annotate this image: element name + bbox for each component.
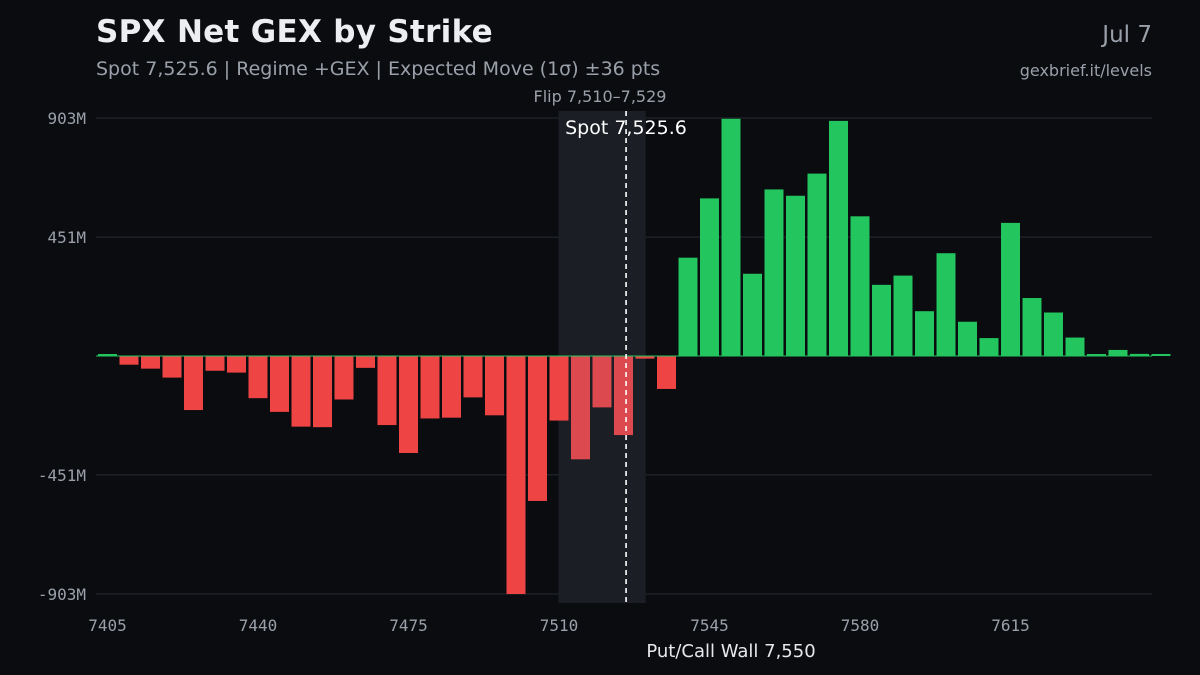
bar-strike-7500 [506, 356, 526, 594]
bar-strike-7560 [764, 189, 784, 356]
bar-strike-7605 [958, 321, 977, 356]
bar-strike-7640 [1108, 349, 1128, 356]
bar-strike-7415 [141, 356, 160, 369]
spot-label: Spot 7,525.6 [565, 117, 687, 139]
bar-strike-7475 [399, 356, 418, 453]
x-tick-label: 7405 [88, 616, 127, 635]
x-tick-label: 7545 [690, 616, 729, 635]
bar-strike-7485 [442, 356, 461, 418]
chart-title: SPX Net GEX by Strike [96, 14, 493, 50]
bar-strike-7525 [614, 356, 633, 436]
bar-strike-7570 [807, 173, 827, 356]
bar-strike-7445 [270, 356, 289, 412]
bar-strike-7540 [678, 257, 698, 356]
bar-strike-7420 [162, 356, 182, 378]
bar-strike-7545 [700, 198, 719, 356]
bar-strike-7575 [829, 120, 848, 356]
bar-strike-7625 [1044, 312, 1063, 356]
y-tick-label: -903M [38, 585, 86, 604]
x-tick-label: 7510 [540, 616, 579, 635]
bar-strike-7615 [1001, 222, 1020, 356]
bar-strike-7455 [313, 356, 332, 428]
bar-strike-7530 [635, 356, 655, 359]
bar-strike-7440 [248, 356, 268, 399]
x-tick-label: 7615 [991, 616, 1030, 635]
bar-strike-7585 [872, 284, 891, 356]
bar-strike-7405 [98, 354, 117, 356]
bar-strike-7580 [850, 216, 870, 356]
flip-label: Flip 7,510–7,529 [534, 87, 667, 106]
bar-strike-7410 [119, 356, 139, 365]
bar-strike-7510 [549, 356, 569, 421]
source-link[interactable]: gexbrief.it/levels [1019, 61, 1152, 80]
x-tick-label: 7440 [239, 616, 278, 635]
y-tick-label: 903M [47, 109, 86, 128]
y-tick-label: -451M [38, 466, 86, 485]
date-label: Jul 7 [1102, 22, 1152, 48]
bar-strike-7620 [1022, 298, 1042, 356]
bar-strike-7610 [979, 338, 999, 356]
x-axis-ticks: 7405 7440 7475 7510 7545 7580 7615 [88, 616, 1030, 635]
bar-strike-7590 [893, 275, 913, 356]
bar-strike-7435 [227, 356, 246, 373]
bar-strike-7645 [1130, 353, 1149, 356]
bar-strike-7480 [420, 356, 440, 419]
bar-strike-7425 [184, 356, 203, 411]
bar-strike-7495 [485, 356, 504, 416]
bar-strike-7550 [721, 118, 741, 356]
wall-label: Put/Call Wall 7,550 [646, 641, 815, 662]
bar-strike-7450 [291, 356, 311, 427]
bar-strike-7430 [205, 356, 225, 371]
bar-strike-7650 [1151, 354, 1171, 356]
bar-strike-7505 [528, 356, 547, 501]
chart-subtitle: Spot 7,525.6 | Regime +GEX | Expected Mo… [96, 58, 661, 80]
bar-strike-7515 [571, 356, 590, 460]
bar-strike-7460 [334, 356, 354, 400]
bar-strike-7630 [1065, 337, 1085, 356]
bar-strike-7565 [786, 195, 805, 356]
x-tick-label: 7580 [841, 616, 880, 635]
bar-strike-7520 [592, 356, 612, 408]
y-axis-ticks: 903M 451M -451M -903M [38, 109, 86, 604]
x-tick-label: 7475 [389, 616, 428, 635]
bar-strike-7555 [743, 273, 762, 356]
bar-strike-7635 [1087, 354, 1106, 356]
bar-strike-7465 [356, 356, 375, 368]
bar-strike-7535 [657, 356, 676, 389]
bar-strike-7470 [377, 356, 397, 426]
bar-strike-7490 [463, 356, 483, 398]
bar-strike-7595 [915, 311, 934, 356]
bars [98, 118, 1171, 594]
bar-strike-7600 [936, 253, 956, 356]
y-tick-label: 451M [47, 228, 86, 247]
